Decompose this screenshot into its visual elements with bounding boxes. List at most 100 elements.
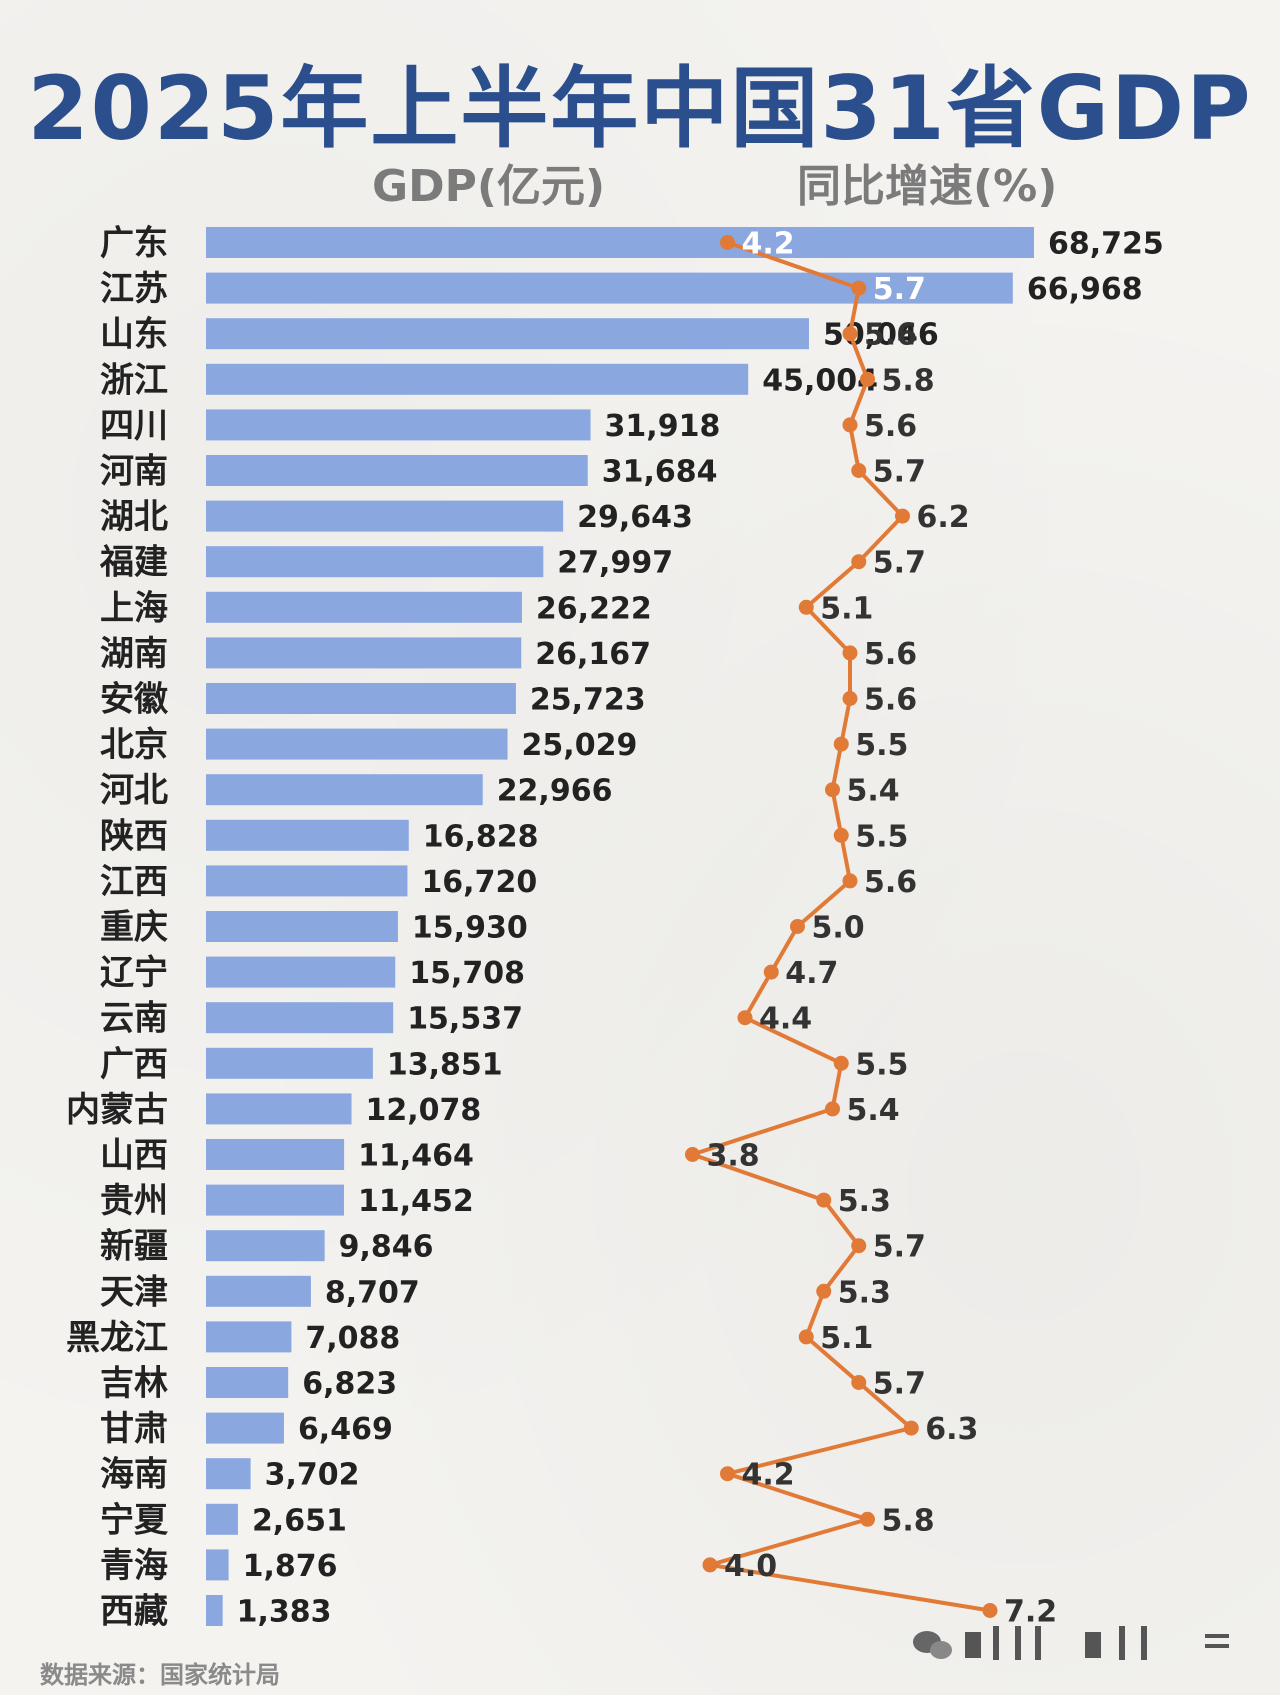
growth-value-label: 6.3 xyxy=(925,1412,978,1447)
growth-value-label: 5.3 xyxy=(838,1184,891,1219)
growth-value-label: 5.7 xyxy=(873,1367,926,1402)
gdp-value-label: 25,723 xyxy=(530,683,646,718)
gdp-value-label: 68,725 xyxy=(1048,227,1164,262)
growth-value-label: 4.2 xyxy=(742,227,795,262)
growth-point xyxy=(685,1147,700,1162)
province-label: 河北 xyxy=(100,771,168,811)
gdp-value-label: 6,469 xyxy=(298,1412,393,1447)
province-label: 广西 xyxy=(100,1044,168,1084)
province-label: 江苏 xyxy=(100,269,168,309)
growth-point xyxy=(851,1375,867,1390)
growth-point xyxy=(702,1557,718,1573)
gdp-bar xyxy=(206,728,508,760)
province-label: 四川 xyxy=(100,406,168,446)
gdp-value-label: 11,452 xyxy=(358,1184,474,1219)
gdp-bar xyxy=(206,865,408,897)
province-label: 西藏 xyxy=(100,1592,168,1632)
growth-point xyxy=(851,280,867,296)
growth-value-label: 5.7 xyxy=(873,1230,926,1265)
gdp-value-label: 31,918 xyxy=(605,409,721,444)
gdp-bar xyxy=(206,683,516,714)
growth-point xyxy=(833,1055,849,1071)
growth-value-label: 5.1 xyxy=(820,591,873,626)
gdp-bar xyxy=(206,1458,251,1490)
gdp-value-label: 25,029 xyxy=(522,728,638,763)
data-source: 数据来源：国家统计局 xyxy=(40,1661,280,1689)
growth-value-label: 5.6 xyxy=(864,318,917,353)
gdp-bar xyxy=(206,272,1013,304)
growth-value-label: 5.4 xyxy=(847,774,900,809)
gdp-value-label: 45,004 xyxy=(762,363,878,398)
gdp-bar xyxy=(206,774,483,806)
growth-point xyxy=(825,1101,840,1117)
gdp-bar xyxy=(206,1093,352,1125)
gdp-bar xyxy=(206,227,1034,258)
gdp-value-label: 1,876 xyxy=(243,1549,338,1584)
province-label: 山西 xyxy=(100,1136,168,1176)
growth-value-label: 5.8 xyxy=(882,363,935,398)
gdp-value-label: 22,966 xyxy=(497,774,613,809)
province-label: 北京 xyxy=(100,725,168,765)
growth-value-label: 5.6 xyxy=(864,865,917,900)
gdp-value-label: 3,702 xyxy=(265,1458,360,1493)
province-label: 福建 xyxy=(99,543,168,583)
province-label: 贵州 xyxy=(100,1181,168,1221)
gdp-value-label: 27,997 xyxy=(557,546,673,581)
gdp-bar xyxy=(206,1321,292,1353)
growth-point xyxy=(798,599,814,615)
wechat-icon xyxy=(913,1631,952,1659)
gdp-bar xyxy=(206,546,544,578)
growth-value-label: 4.7 xyxy=(785,956,838,991)
growth-value-label: 5.5 xyxy=(855,728,908,763)
growth-point xyxy=(720,1466,735,1482)
growth-point xyxy=(842,645,858,661)
province-label: 重庆 xyxy=(100,908,168,948)
province-label: 江西 xyxy=(100,862,168,902)
province-label: 吉林 xyxy=(100,1364,168,1404)
gdp-value-label: 50,046 xyxy=(823,318,939,353)
growth-point xyxy=(982,1603,998,1618)
gdp-bar xyxy=(206,819,409,851)
gdp-bar xyxy=(206,1139,345,1170)
gdp-value-label: 26,222 xyxy=(536,591,652,626)
growth-value-label: 5.7 xyxy=(873,455,926,490)
province-label: 宁夏 xyxy=(100,1500,169,1540)
gdp-bar xyxy=(206,500,564,532)
growth-value-label: 5.7 xyxy=(873,546,926,581)
province-label: 山东 xyxy=(100,315,168,355)
growth-point xyxy=(842,417,858,433)
province-label: 辽宁 xyxy=(100,953,168,993)
gdp-bar xyxy=(206,1047,373,1079)
growth-point xyxy=(816,1283,832,1299)
growth-value-label: 5.6 xyxy=(864,409,917,444)
growth-point xyxy=(860,371,875,387)
gdp-value-label: 16,720 xyxy=(421,865,537,900)
growth-value-label: 5.4 xyxy=(847,1093,900,1128)
growth-value-label: 5.3 xyxy=(838,1275,891,1310)
growth-point xyxy=(798,1329,814,1345)
gdp-bar xyxy=(206,318,809,350)
gdp-bar xyxy=(206,591,522,623)
chart-title: 2025年上半年中国31省GDP xyxy=(27,57,1253,160)
growth-point xyxy=(851,1238,867,1254)
gdp-value-label: 15,708 xyxy=(409,956,525,991)
province-label: 内蒙古 xyxy=(66,1090,168,1130)
gdp-bar xyxy=(206,956,396,988)
growth-point xyxy=(763,964,779,980)
gdp-value-label: 26,167 xyxy=(535,637,651,672)
growth-point xyxy=(851,554,867,570)
growth-point xyxy=(903,1420,919,1436)
gdp-bar xyxy=(206,1412,284,1444)
growth-value-label: 5.1 xyxy=(820,1321,873,1356)
gdp-value-label: 9,846 xyxy=(339,1230,434,1265)
gdp-value-label: 15,537 xyxy=(407,1002,523,1037)
gdp-column-header: GDP(亿元) xyxy=(372,161,606,212)
growth-value-label: 5.5 xyxy=(855,1047,908,1082)
gdp-value-label: 7,088 xyxy=(305,1321,400,1356)
gdp-value-label: 11,464 xyxy=(358,1139,474,1174)
gdp-bar xyxy=(206,1002,394,1034)
growth-column-header: 同比增速(%) xyxy=(797,161,1058,212)
gdp-value-label: 2,651 xyxy=(252,1503,347,1538)
province-label: 甘肃 xyxy=(100,1409,168,1449)
gdp-value-label: 16,828 xyxy=(423,819,539,854)
